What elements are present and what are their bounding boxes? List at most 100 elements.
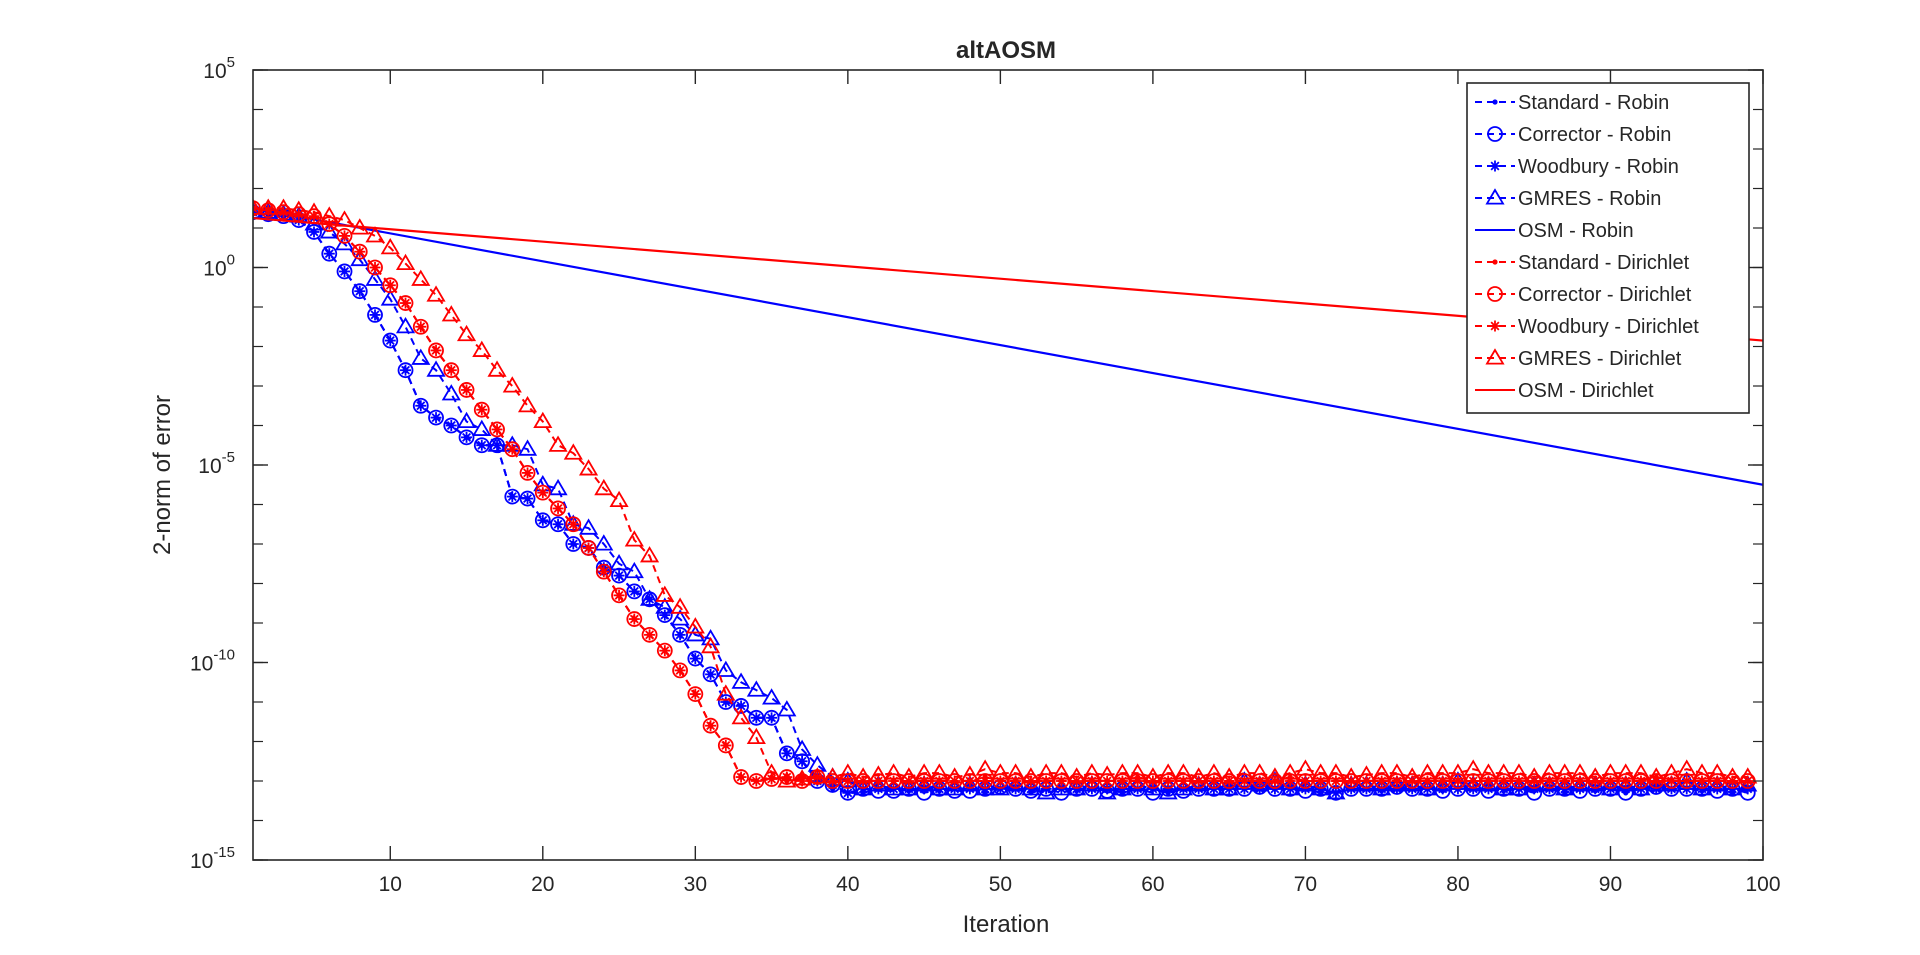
data-point-8-79 bbox=[1433, 763, 1453, 780]
data-point-7-4-d2 bbox=[294, 209, 304, 219]
data-point-8-45 bbox=[914, 763, 934, 780]
data-point-2-16-d2 bbox=[477, 440, 487, 450]
data-point-7-49 bbox=[979, 775, 991, 787]
data-point-7-16-d2 bbox=[477, 405, 487, 415]
data-point-7-10 bbox=[384, 279, 396, 291]
data-point-8-30 bbox=[685, 617, 705, 634]
data-point-7-94 bbox=[1665, 775, 1677, 787]
data-point-7-93 bbox=[1650, 775, 1662, 787]
data-point-6-20 bbox=[534, 484, 551, 501]
legend-swatch-marker-5 bbox=[1492, 259, 1498, 265]
data-point-6-13 bbox=[428, 342, 444, 359]
data-point-8-74 bbox=[1356, 765, 1377, 782]
data-point-3-95 bbox=[1677, 771, 1697, 788]
data-point-2-14-d2 bbox=[446, 421, 456, 430]
data-point-6-15 bbox=[458, 382, 475, 398]
legend-swatch-marker-0 bbox=[1492, 99, 1498, 105]
series-4 bbox=[253, 207, 1763, 486]
legend-entry-7: Woodbury - Dirichlet bbox=[1475, 316, 1699, 338]
data-point-8-57 bbox=[1097, 765, 1117, 782]
data-point-7-40 bbox=[842, 775, 854, 787]
series-line-4 bbox=[253, 207, 1763, 486]
data-point-8-23 bbox=[578, 459, 599, 476]
data-point-7-22-d2 bbox=[568, 519, 578, 529]
chart-title: altAOSM bbox=[956, 37, 1056, 64]
data-point-8-62 bbox=[1173, 763, 1193, 780]
data-point-8-9 bbox=[365, 226, 385, 243]
data-point-2-21 bbox=[552, 518, 564, 530]
data-point-3-11 bbox=[395, 316, 416, 334]
data-point-1-21 bbox=[550, 516, 566, 533]
legend-swatch-marker-6 bbox=[1487, 286, 1503, 302]
data-point-7-46 bbox=[933, 775, 945, 787]
data-point-2-34 bbox=[750, 712, 762, 724]
legend-swatch-marker-8 bbox=[1485, 348, 1505, 365]
data-point-7-47 bbox=[949, 775, 961, 787]
data-point-8-55 bbox=[1067, 767, 1087, 784]
data-point-8-34 bbox=[746, 727, 766, 745]
data-point-2-18 bbox=[506, 491, 518, 503]
data-point-2-85-d2 bbox=[1529, 784, 1539, 794]
data-point-1-6 bbox=[321, 245, 338, 262]
data-point-2-53-d2 bbox=[1041, 784, 1051, 794]
data-point-6-17 bbox=[489, 421, 505, 438]
data-point-1-29 bbox=[672, 626, 688, 643]
data-point-8-24 bbox=[594, 478, 614, 496]
data-point-7-53 bbox=[1040, 775, 1052, 787]
x-tick-label-70: 70 bbox=[1294, 873, 1317, 896]
data-point-7-29 bbox=[674, 664, 686, 676]
data-point-7-31-d2 bbox=[706, 721, 716, 731]
data-point-8-60 bbox=[1143, 767, 1163, 784]
data-point-8-49 bbox=[975, 759, 995, 776]
data-point-3-13 bbox=[426, 360, 446, 377]
data-point-2-93-d2 bbox=[1651, 784, 1661, 794]
data-point-7-50 bbox=[994, 775, 1006, 787]
data-point-2-22-d2 bbox=[568, 539, 578, 549]
data-point-8-88 bbox=[1570, 763, 1590, 780]
y-axis-label: 2-norm of error bbox=[149, 395, 176, 555]
data-point-7-70-d2 bbox=[1300, 776, 1310, 786]
data-point-6-9 bbox=[367, 259, 383, 276]
data-point-6-32 bbox=[717, 737, 734, 754]
data-point-3-53 bbox=[1036, 783, 1056, 800]
data-point-7-12-d2 bbox=[416, 322, 426, 332]
data-point-8-27 bbox=[639, 546, 660, 563]
axes: 10 20 30 40 50 60 70 80 90 100 10-15 10-10 10-5 100 10… bbox=[190, 54, 1781, 896]
data-point-1-36 bbox=[778, 745, 795, 762]
data-point-8-89 bbox=[1585, 767, 1605, 784]
data-point-7-18 bbox=[506, 443, 518, 455]
data-point-1-22 bbox=[565, 536, 582, 552]
data-point-1-35 bbox=[763, 709, 780, 726]
data-point-3-40 bbox=[838, 771, 858, 788]
data-point-7-81 bbox=[1467, 775, 1479, 787]
data-point-8-14 bbox=[441, 305, 461, 322]
data-point-2-8-d2 bbox=[355, 286, 365, 296]
data-point-7-78 bbox=[1421, 775, 1433, 787]
data-point-3-57 bbox=[1097, 783, 1117, 800]
data-point-8-96 bbox=[1692, 763, 1712, 780]
data-point-2-9-d2 bbox=[370, 310, 380, 320]
data-point-1-31 bbox=[702, 666, 719, 683]
legend-entry-4: OSM - Robin bbox=[1475, 220, 1634, 242]
data-point-1-32 bbox=[717, 694, 734, 710]
data-point-7-66 bbox=[1238, 775, 1250, 787]
data-point-2-34-d2 bbox=[751, 713, 761, 723]
data-point-6-76 bbox=[1389, 773, 1405, 789]
data-point-8-86 bbox=[1539, 763, 1560, 780]
data-point-3-16 bbox=[472, 419, 492, 436]
data-point-7-23-d2 bbox=[584, 543, 594, 553]
data-point-2-11-d2 bbox=[401, 365, 411, 375]
data-point-8-31 bbox=[701, 636, 721, 654]
data-point-2-35 bbox=[766, 712, 778, 724]
legend-label-9: OSM - Dirichlet bbox=[1518, 380, 1654, 402]
data-point-7-27-d2 bbox=[645, 630, 655, 640]
data-point-7-31 bbox=[705, 720, 717, 732]
data-point-8-76 bbox=[1387, 763, 1407, 780]
data-point-7-9-d2 bbox=[370, 263, 380, 272]
data-point-7-92 bbox=[1635, 775, 1647, 787]
data-point-3-35 bbox=[762, 688, 782, 705]
data-point-3-21 bbox=[548, 478, 568, 496]
legend-label-0: Standard - Robin bbox=[1518, 92, 1669, 114]
data-point-8-65 bbox=[1219, 767, 1239, 784]
data-point-6-21 bbox=[550, 500, 566, 517]
